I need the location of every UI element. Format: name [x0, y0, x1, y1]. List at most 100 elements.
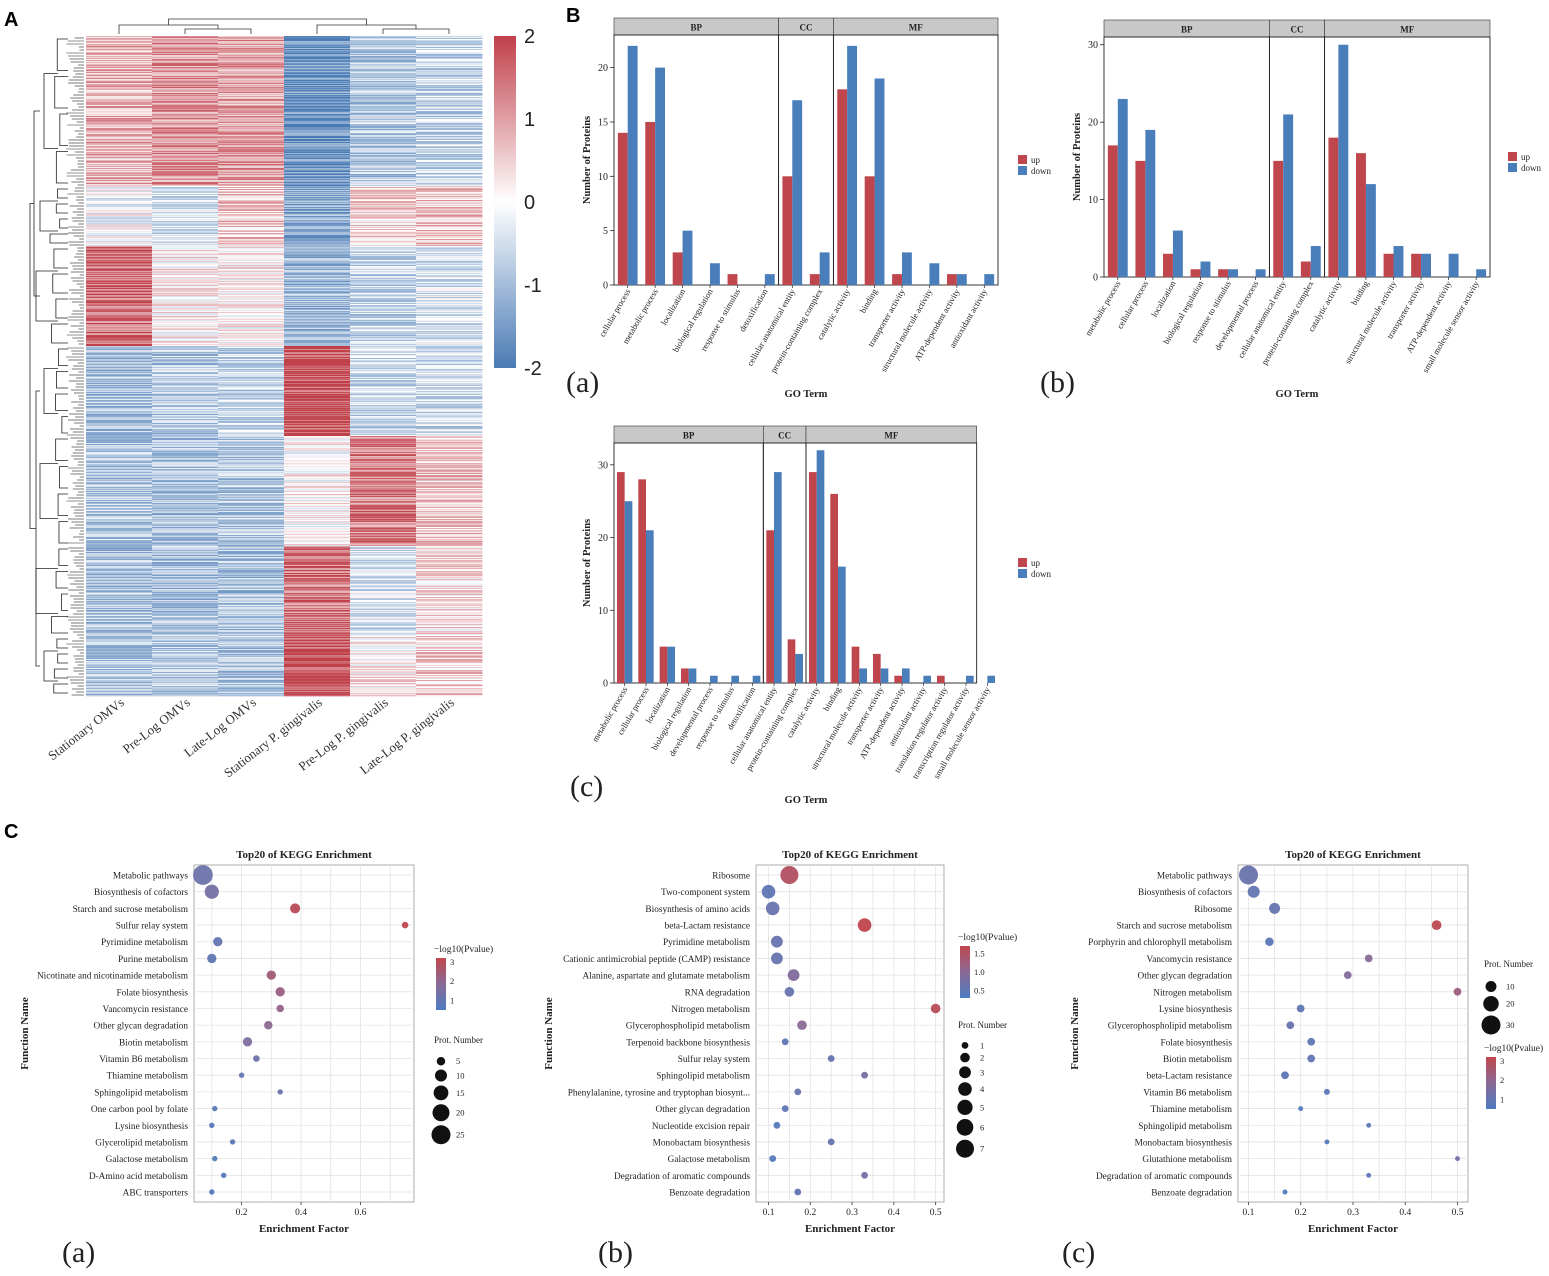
heatmap-cell: [152, 181, 219, 183]
heatmap-cell: [416, 508, 483, 510]
heatmap-cell: [218, 514, 285, 516]
heatmap-cell: [350, 320, 417, 322]
heatmap-cell: [218, 204, 285, 206]
heatmap-cell: [152, 316, 219, 318]
term-label: RNA degradation: [685, 988, 751, 998]
heatmap-cell: [152, 220, 219, 222]
heatmap-cell: [284, 317, 351, 319]
heatmap-cell: [152, 430, 219, 432]
heatmap-cell: [86, 197, 153, 199]
heatmap-cell: [284, 154, 351, 156]
heatmap-cell: [350, 218, 417, 220]
heatmap-cell: [86, 88, 153, 90]
heatmap-cell: [350, 450, 417, 452]
size-legend-label: 1: [980, 1040, 984, 1050]
heatmap-cell: [218, 546, 285, 548]
heatmap-cell: [86, 618, 153, 620]
data-point: [212, 1155, 218, 1162]
heatmap-cell: [218, 591, 285, 593]
heatmap-cell: [86, 65, 153, 67]
heatmap-cell: [350, 242, 417, 244]
heatmap-cell: [218, 522, 285, 524]
heatmap-cell: [218, 490, 285, 492]
heatmap-cell: [86, 500, 153, 502]
heatmap-cell: [152, 367, 219, 369]
heatmap-cell: [152, 111, 219, 113]
heatmap-cell: [86, 117, 153, 119]
heatmap-cell: [218, 489, 285, 491]
heatmap-cell: [416, 636, 483, 638]
heatmap-cell: [284, 298, 351, 300]
dendrogram-branch: [59, 218, 68, 229]
heatmap-cell: [350, 474, 417, 476]
heatmap-cell: [86, 519, 153, 521]
heatmap-cell: [86, 693, 153, 695]
heatmap-cell: [284, 545, 351, 547]
heatmap-cell: [350, 657, 417, 659]
heatmap-cell: [416, 647, 483, 649]
heatmap-cell: [284, 526, 351, 528]
heatmap-cell: [416, 434, 483, 436]
heatmap-cell: [284, 515, 351, 517]
heatmap-cell: [416, 167, 483, 169]
heatmap-cell: [152, 95, 219, 97]
heatmap-cell: [218, 300, 285, 302]
heatmap-cell: [86, 284, 153, 286]
heatmap-cell: [86, 344, 153, 346]
heatmap-cell: [416, 191, 483, 193]
heatmap-cell: [152, 48, 219, 50]
colorbar-tick-label: -2: [524, 358, 542, 380]
heatmap-cell: [218, 333, 285, 335]
heatmap-cell: [218, 131, 285, 133]
bar-up: [1163, 253, 1173, 277]
heatmap-cell: [86, 116, 153, 118]
heatmap-cell: [416, 520, 483, 522]
heatmap-cell: [152, 113, 219, 115]
heatmap-cell: [416, 163, 483, 165]
heatmap-cell: [350, 319, 417, 321]
heatmap-cell: [284, 454, 351, 456]
heatmap-cell: [152, 298, 219, 300]
heatmap-cell: [284, 450, 351, 452]
heatmap-cell: [218, 317, 285, 319]
heatmap-cell: [350, 483, 417, 485]
heatmap-cell: [152, 526, 219, 528]
term-label: Folate biosynthesis: [1160, 1038, 1232, 1048]
heatmap-cell: [218, 402, 285, 404]
heatmap-cell: [152, 635, 219, 637]
heatmap-cell: [152, 206, 219, 208]
heatmap-cell: [284, 225, 351, 227]
heatmap-cell: [284, 328, 351, 330]
heatmap-cell: [218, 164, 285, 166]
heatmap-cell: [86, 187, 153, 189]
heatmap-cell: [350, 416, 417, 418]
heatmap-cell: [284, 132, 351, 134]
heatmap-cell: [416, 358, 483, 360]
heatmap-cell: [152, 138, 219, 140]
bar-down: [859, 668, 868, 683]
heatmap-cell: [350, 459, 417, 461]
heatmap-cell: [350, 480, 417, 482]
heatmap-cell: [152, 63, 219, 65]
heatmap-cell: [350, 656, 417, 658]
heatmap-cell: [218, 621, 285, 623]
heatmap-cell: [416, 392, 483, 394]
heatmap-cell: [416, 79, 483, 81]
heatmap-cell: [152, 66, 219, 68]
heatmap-cell: [152, 345, 219, 347]
heatmap-cell: [86, 691, 153, 693]
heatmap-cell: [350, 388, 417, 390]
heatmap-cell: [416, 421, 483, 423]
heatmap-cell: [86, 119, 153, 121]
term-label: Biotin metabolism: [119, 1038, 189, 1048]
heatmap-cell: [284, 452, 351, 454]
heatmap-cell: [152, 419, 219, 421]
heatmap-cell: [284, 308, 351, 310]
y-tick-label: 0: [603, 281, 608, 292]
heatmap-cell: [284, 94, 351, 96]
heatmap-cell: [416, 298, 483, 300]
heatmap-cell: [284, 638, 351, 640]
legend-label: up: [1031, 155, 1041, 165]
data-point: [765, 901, 780, 916]
heatmap-cell: [86, 184, 153, 186]
